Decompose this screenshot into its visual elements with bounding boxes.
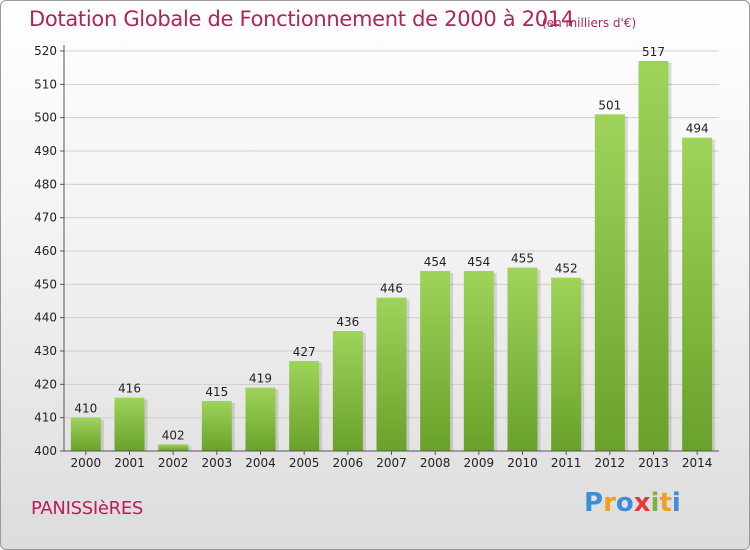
x-tick-label: 2003	[202, 456, 233, 470]
brand-letter: t	[659, 488, 672, 518]
bar	[70, 417, 101, 451]
data-label: 416	[118, 382, 141, 396]
brand-letter: r	[603, 488, 616, 518]
x-tick-label: 2009	[464, 456, 495, 470]
y-tick-label: 470	[34, 211, 57, 225]
y-tick-label: 500	[34, 111, 57, 125]
x-tick-label: 2002	[158, 456, 189, 470]
data-label: 419	[249, 372, 272, 386]
x-tick-label: 2012	[595, 456, 626, 470]
chart-title: Dotation Globale de Fonctionnement de 20…	[29, 7, 574, 31]
y-tick-label: 400	[34, 444, 57, 458]
y-tick-label: 520	[34, 44, 57, 58]
x-tick-label: 2008	[420, 456, 451, 470]
bar	[245, 387, 276, 451]
labels: 400 410 420 430 440 450 460 470 480 490 500 510 520 4…	[34, 44, 712, 470]
x-tick-label: 2014	[682, 456, 713, 470]
bar	[376, 297, 407, 451]
x-tick-label: 2007	[376, 456, 407, 470]
y-tick-label: 410	[34, 411, 57, 425]
data-label: 402	[162, 428, 185, 442]
place-name: PANISSIèRES	[31, 498, 144, 519]
axes	[60, 45, 719, 455]
bar	[289, 361, 320, 451]
x-tick-label: 2011	[551, 456, 582, 470]
data-label: 454	[424, 255, 447, 269]
data-label: 415	[205, 385, 228, 399]
data-label: 452	[555, 262, 578, 276]
y-tick-label: 420	[34, 377, 57, 391]
y-tick-label: 480	[34, 177, 57, 191]
data-label: 501	[598, 98, 621, 112]
data-label: 494	[686, 122, 709, 136]
x-tick-label: 2006	[333, 456, 364, 470]
bar	[463, 271, 494, 451]
x-tick-label: 2005	[289, 456, 320, 470]
data-label: 454	[467, 255, 490, 269]
y-tick-label: 440	[34, 311, 57, 325]
bar	[114, 397, 145, 451]
bar	[507, 267, 538, 451]
y-tick-label: 510	[34, 77, 57, 91]
bar	[682, 137, 713, 451]
data-label: 455	[511, 252, 534, 266]
brand-logo: Proxiti	[584, 488, 681, 518]
x-tick-label: 2013	[638, 456, 669, 470]
x-tick-label: 2000	[71, 456, 102, 470]
data-label: 517	[642, 45, 665, 59]
x-tick-label: 2004	[245, 456, 276, 470]
y-tick-label: 460	[34, 244, 57, 258]
bar	[201, 401, 232, 451]
bars	[70, 61, 716, 451]
bar	[551, 277, 582, 451]
bar	[332, 331, 363, 451]
brand-letter: x	[633, 488, 651, 518]
bar	[420, 271, 451, 451]
x-tick-label: 2001	[114, 456, 145, 470]
chart-subtitle: (en milliers d'€)	[542, 16, 637, 30]
bar	[638, 61, 669, 451]
bar	[158, 444, 189, 451]
y-tick-label: 490	[34, 144, 57, 158]
data-label: 436	[336, 315, 359, 329]
y-tick-label: 430	[34, 344, 57, 358]
brand-letter: i	[671, 488, 681, 518]
data-label: 427	[293, 345, 316, 359]
brand-letter: P	[584, 488, 604, 518]
brand-letter: o	[615, 488, 634, 518]
data-label: 410	[74, 402, 97, 416]
x-tick-label: 2010	[507, 456, 538, 470]
bar	[594, 114, 625, 451]
brand-letter: i	[650, 488, 660, 518]
y-tick-label: 450	[34, 277, 57, 291]
data-label: 446	[380, 282, 403, 296]
